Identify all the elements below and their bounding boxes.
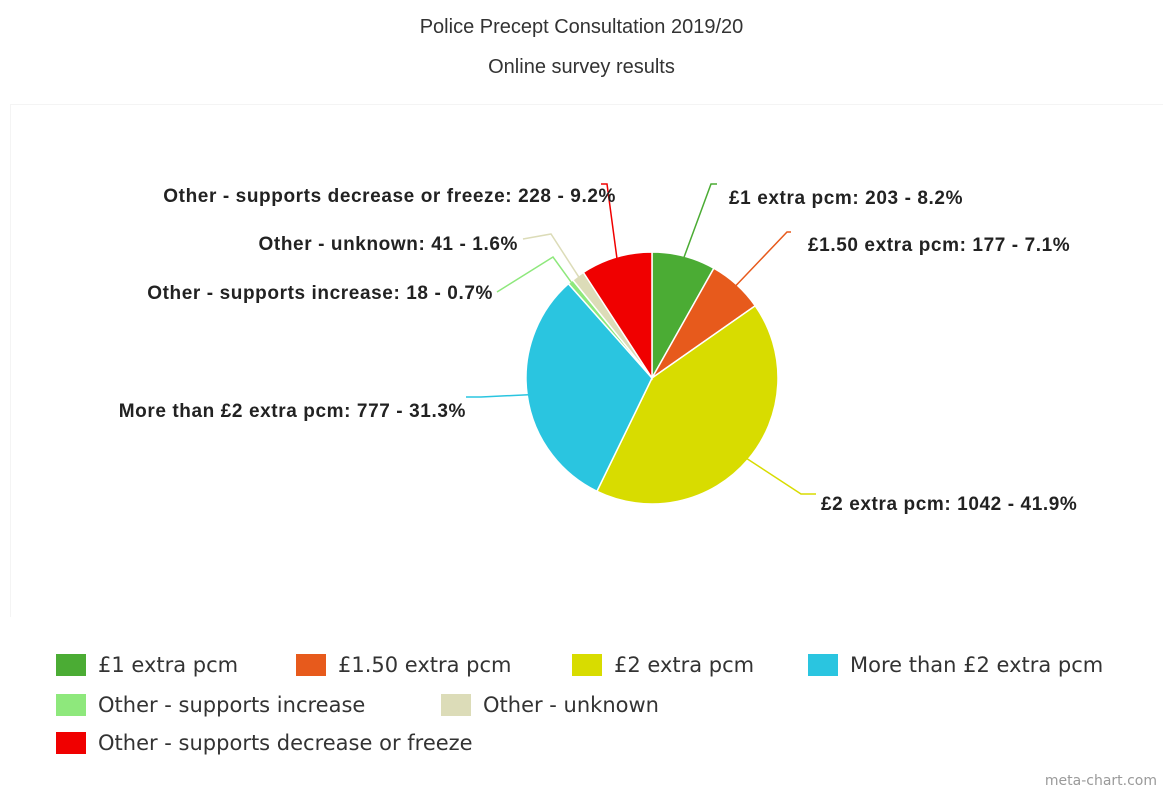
- leader-line-other-supports-decrease-or-freeze: [601, 183, 619, 262]
- legend-item-other-supports-decrease-or-freeze[interactable]: Other - supports decrease or freeze: [56, 729, 473, 757]
- slice-label-1-50-extra-pcm: £1.50 extra pcm: 177 - 7.1%: [808, 235, 1070, 256]
- leader-line-more-than-2-extra-pcm: [466, 393, 532, 398]
- legend-item-other-supports-increase[interactable]: Other - supports increase: [56, 691, 365, 719]
- legend-item-2-extra-pcm[interactable]: £2 extra pcm: [572, 651, 754, 679]
- chart-subtitle: Online survey results: [488, 56, 675, 78]
- legend-item-1-extra-pcm[interactable]: £1 extra pcm: [56, 651, 238, 679]
- legend-item-more-than-2-extra-pcm[interactable]: More than £2 extra pcm: [808, 651, 1103, 679]
- legend-label: More than £2 extra pcm: [850, 653, 1104, 677]
- legend-label: Other - unknown: [483, 693, 659, 717]
- legend-label: Other - supports decrease or freeze: [98, 731, 473, 755]
- legend-label: £2 extra pcm: [614, 653, 755, 677]
- legend-swatch: [56, 654, 86, 676]
- legend-swatch: [56, 694, 86, 716]
- leader-line-1-extra-pcm: [682, 183, 717, 261]
- leader-line-other-unknown: [522, 233, 581, 280]
- legend-label: £1.50 extra pcm: [338, 653, 512, 677]
- legend-item-other-unknown[interactable]: Other - unknown: [441, 691, 659, 719]
- slice-label-more-than-2-extra-pcm: More than £2 extra pcm: 777 - 31.3%: [119, 401, 466, 422]
- watermark-text: meta-chart.com: [1044, 773, 1157, 789]
- legend-swatch: [56, 732, 86, 754]
- chart-plot-area: £1 extra pcm: 203 - 8.2% £1.50 extra pcm:…: [10, 104, 1163, 617]
- legend-swatch: [296, 654, 326, 676]
- slice-label-1-extra-pcm: £1 extra pcm: 203 - 8.2%: [729, 188, 963, 209]
- legend-swatch: [808, 654, 838, 676]
- legend-label: Other - supports increase: [98, 693, 366, 717]
- slice-label-other-unknown: Other - unknown: 41 - 1.6%: [259, 234, 518, 255]
- slice-label-other-supports-decrease-or-freeze: Other - supports decrease or freeze: 228…: [163, 186, 616, 207]
- slice-label-other-supports-increase: Other - supports increase: 18 - 0.7%: [147, 283, 493, 304]
- legend-swatch: [441, 694, 471, 716]
- chart-title: Police Precept Consultation 2019/20: [419, 16, 744, 38]
- pie-chart: £1 extra pcm: 203 - 8.2% £1.50 extra pcm:…: [119, 183, 1077, 515]
- legend-item-1-50-extra-pcm[interactable]: £1.50 extra pcm: [296, 651, 512, 679]
- leader-line-2-extra-pcm: [744, 456, 816, 495]
- legend-label: £1 extra pcm: [98, 653, 239, 677]
- leader-line-other-supports-increase: [496, 255, 574, 293]
- slice-label-2-extra-pcm: £2 extra pcm: 1042 - 41.9%: [821, 494, 1077, 515]
- leader-line-1-50-extra-pcm: [733, 231, 791, 289]
- legend-swatch: [572, 654, 602, 676]
